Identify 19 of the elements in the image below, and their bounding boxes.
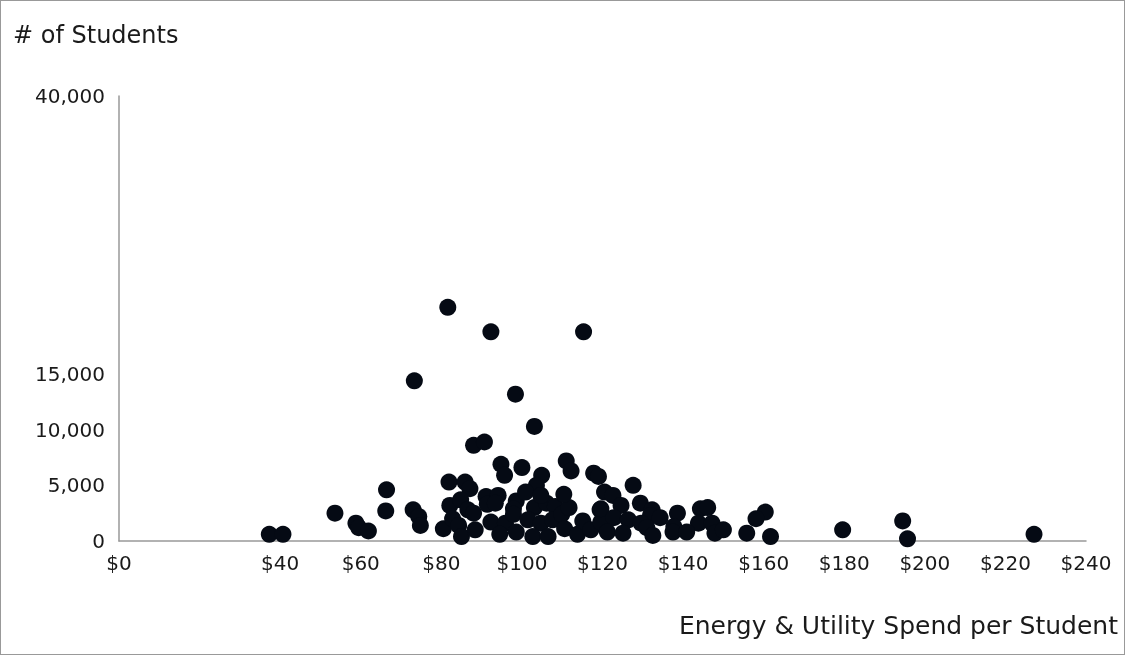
x-tick-label: $40	[261, 551, 300, 575]
x-tick-label: $0	[106, 551, 132, 575]
x-tick-label: $100	[496, 551, 548, 575]
x-tick-label: $220	[979, 551, 1031, 575]
x-tick-label: $240	[1060, 551, 1112, 575]
y-axis-title: # of Students	[13, 21, 179, 49]
x-axis-title: Energy & Utility Spend per Student	[678, 611, 1119, 640]
x-tick-label: $180	[818, 551, 870, 575]
x-tick-label: $140	[657, 551, 709, 575]
x-tick-label: $60	[341, 551, 380, 575]
y-tick-label: 0	[92, 529, 105, 553]
y-tick-label: 40,000	[35, 84, 105, 108]
y-tick-label: 5,000	[47, 473, 105, 498]
y-tick-label: 15,000	[35, 362, 105, 387]
x-tick-label: $200	[899, 551, 951, 575]
y-tick-label: 10,000	[35, 417, 105, 442]
x-tick-label: $80	[422, 551, 461, 575]
x-tick-label: $120	[577, 551, 628, 575]
x-tick-label: $160	[738, 551, 790, 575]
